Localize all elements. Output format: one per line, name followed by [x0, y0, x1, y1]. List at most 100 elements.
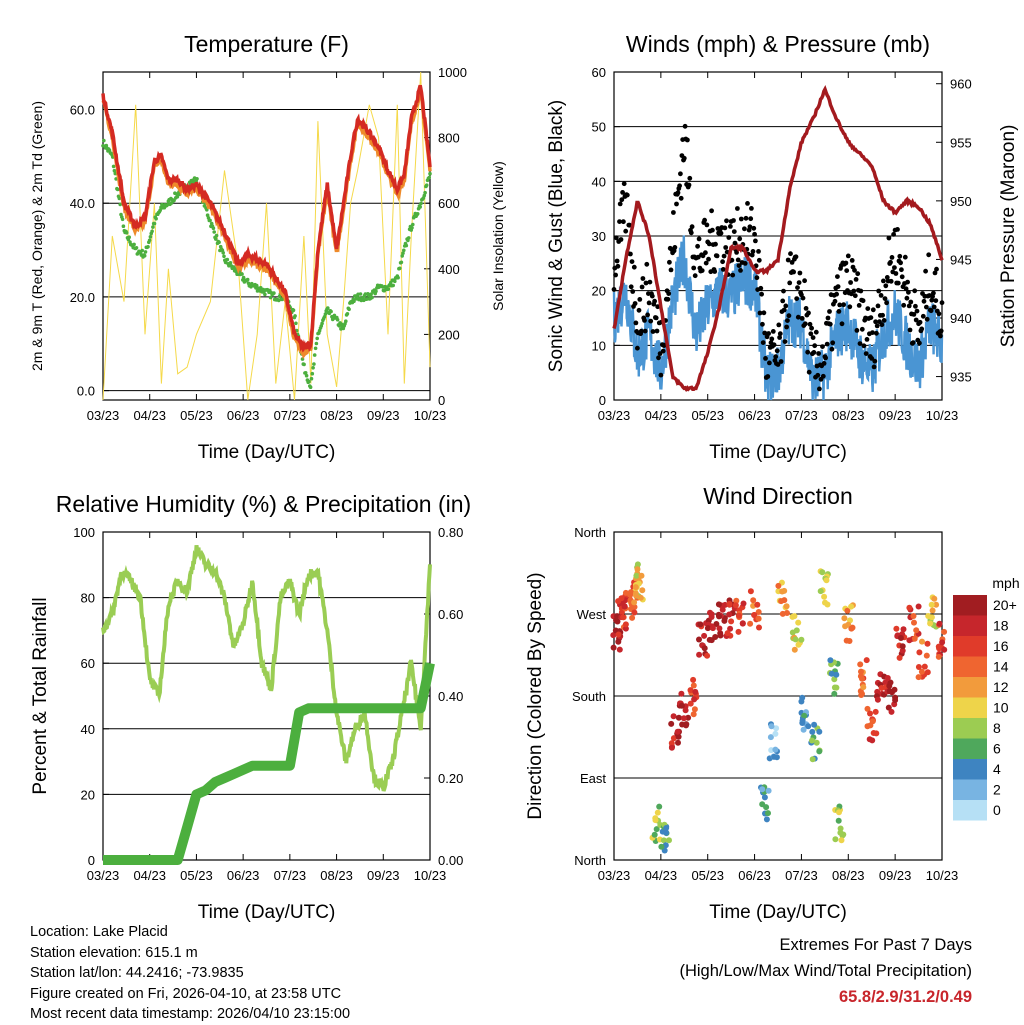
dewpoint-point — [304, 373, 309, 378]
winds-xtick-label: 08/23 — [832, 408, 865, 423]
station-info: Location: Lake Placid Station elevation:… — [30, 922, 350, 1025]
gust-point — [682, 123, 688, 129]
direction-point — [899, 643, 906, 650]
gust-point — [718, 230, 724, 236]
dewpoint-point — [374, 289, 378, 294]
gust-point — [726, 235, 732, 240]
gust-point — [917, 340, 922, 346]
dewpoint-point — [406, 236, 411, 240]
gust-point — [868, 315, 874, 320]
gust-point — [888, 259, 893, 265]
direction-point — [896, 654, 903, 661]
gust-point — [674, 201, 679, 207]
gust-point — [681, 155, 687, 161]
winds-ytick-label: 0 — [599, 393, 606, 408]
gust-point — [919, 326, 925, 332]
direction-point — [756, 624, 762, 631]
gust-point — [756, 257, 762, 263]
direction-point — [936, 620, 943, 627]
gust-point — [658, 372, 664, 378]
temperature-ylabel-right: Solar Insolation (Yellow) — [490, 161, 506, 311]
direction-xtick-label: 06/23 — [738, 868, 771, 883]
humidity-plot-frame — [102, 531, 431, 861]
gust-point — [847, 304, 853, 310]
gust-point — [802, 321, 808, 327]
direction-point — [732, 602, 739, 609]
gust-point — [888, 278, 894, 284]
dewpoint-point — [152, 221, 157, 226]
gust-point — [861, 343, 867, 349]
direction-point — [658, 843, 665, 850]
winds-ytick-label: 10 — [592, 338, 606, 353]
gust-point — [696, 236, 702, 242]
gust-point — [638, 328, 644, 334]
gust-point — [621, 219, 626, 225]
direction-point — [618, 595, 625, 602]
direction-point — [751, 612, 758, 618]
direction-point — [935, 653, 942, 660]
speed-colorbar: mph 20+ 18 16 14 12 10 8 6 4 2 0 — [953, 575, 1020, 821]
dewpoint-point — [241, 275, 246, 280]
winds-ytick-label: 50 — [592, 120, 606, 135]
direction-point — [634, 566, 641, 573]
dewpoint-point — [307, 379, 311, 384]
gust-point — [854, 328, 860, 333]
dewpoint-point — [120, 217, 125, 222]
direction-point — [891, 686, 898, 693]
station-pressure-line — [612, 84, 944, 392]
colorbar-label: 16 — [993, 638, 1009, 654]
direction-point — [691, 706, 698, 713]
gust-point — [803, 306, 809, 311]
gust-point — [823, 355, 828, 361]
direction-point — [884, 675, 891, 681]
dewpoint-point — [427, 175, 432, 180]
gust-point — [884, 300, 889, 306]
gust-point — [678, 171, 683, 177]
direction-point — [916, 649, 923, 656]
gust-point — [913, 303, 918, 309]
humidity-xtick-label: 09/23 — [367, 868, 400, 883]
gust-point — [872, 358, 878, 364]
gust-point — [830, 340, 836, 346]
direction-point — [772, 746, 779, 753]
direction-point — [633, 592, 639, 599]
dewpoint-point — [272, 291, 276, 295]
dewpoint-point — [393, 279, 397, 284]
direction-point — [882, 679, 889, 686]
direction-point — [869, 737, 876, 744]
direction-point — [924, 640, 931, 647]
gust-point — [870, 307, 876, 313]
gust-point — [685, 137, 690, 143]
dewpoint-point — [127, 235, 131, 239]
direction-point — [631, 599, 638, 606]
gust-point — [731, 229, 737, 235]
gust-point — [816, 351, 821, 356]
dewpoint-point — [418, 205, 423, 209]
gust-point — [668, 267, 674, 273]
winds-ytick-label: 40 — [592, 174, 606, 189]
direction-point — [627, 589, 634, 596]
temperature-xlabel: Time (Day/UTC) — [198, 442, 336, 463]
gust-point — [660, 348, 666, 354]
colorbar-label: 18 — [993, 618, 1009, 634]
9m-temperature-line — [101, 87, 432, 360]
gust-point — [742, 226, 747, 232]
direction-point — [775, 582, 782, 589]
gust-point — [844, 268, 850, 273]
direction-point — [935, 643, 942, 650]
direction-point — [927, 620, 934, 627]
gust-point — [859, 326, 865, 332]
gust-point — [736, 263, 742, 268]
gust-point — [794, 296, 800, 301]
winds-xtick-label: 07/23 — [785, 408, 818, 423]
gust-point — [871, 364, 877, 370]
direction-point — [831, 676, 838, 683]
winds-y2tick-label: 960 — [950, 77, 972, 92]
temperature-xtick-label: 08/23 — [320, 408, 353, 423]
direction-point — [704, 652, 711, 659]
gust-point — [749, 206, 754, 211]
dewpoint-point — [386, 287, 391, 291]
gust-point — [647, 279, 653, 285]
direction-point — [656, 803, 663, 810]
direction-point — [728, 618, 735, 625]
